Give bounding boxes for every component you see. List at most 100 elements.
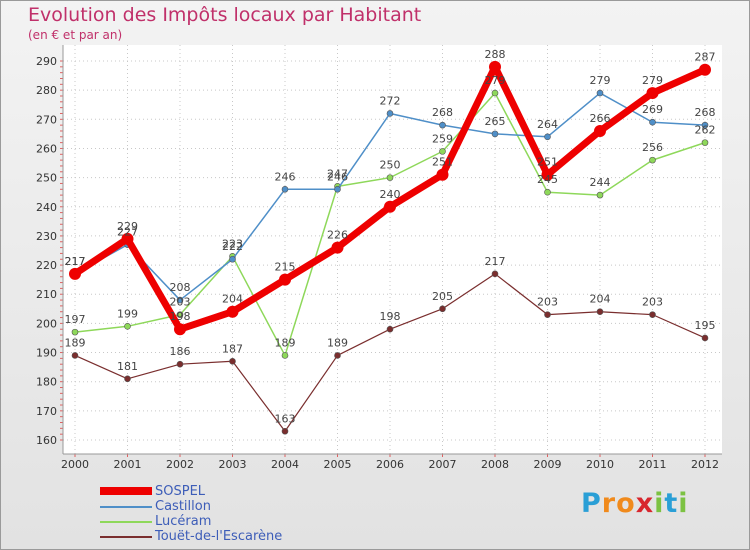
data-point-luceram: [439, 148, 446, 155]
data-label-sospel: 229: [117, 220, 138, 233]
y-tick-label: 160: [36, 434, 57, 447]
data-label-sospel: 288: [485, 48, 506, 61]
legend-label-luceram: Lucéram: [155, 514, 212, 529]
data-label-touet: 186: [170, 345, 191, 358]
logo-letter: i: [678, 488, 689, 519]
data-label-touet: 181: [117, 360, 138, 373]
legend-swatch-luceram: [100, 521, 152, 523]
legend-label-castillon: Castillon: [155, 499, 211, 514]
data-point-touet: [176, 360, 184, 368]
data-point-luceram: [649, 156, 656, 164]
proxiti-logo: Proxiti: [581, 488, 689, 519]
x-tick-label: 2001: [114, 458, 142, 471]
x-tick-label: 2007: [429, 458, 457, 471]
data-label-sospel: 251: [432, 156, 453, 169]
data-label-sospel: 266: [590, 112, 611, 125]
data-point-touet: [491, 270, 499, 278]
data-point-luceram: [701, 139, 709, 146]
y-tick-label: 180: [36, 376, 57, 389]
legend-swatch-sospel: [100, 487, 152, 495]
data-point-luceram: [491, 89, 499, 97]
data-point-sospel: [69, 267, 81, 280]
data-point-castillon: [334, 185, 341, 193]
data-point-touet: [229, 357, 236, 365]
chart-subtitle: (en € et par an): [28, 28, 123, 42]
data-point-luceram: [386, 174, 394, 181]
logo-letter: t: [664, 488, 679, 519]
x-tick-label: 2000: [61, 458, 89, 471]
data-label-touet: 195: [695, 319, 716, 332]
data-label-luceram: 250: [380, 159, 401, 172]
data-point-touet: [596, 308, 604, 316]
legend-swatch-castillon: [100, 506, 152, 508]
x-tick-label: 2004: [271, 458, 299, 471]
data-label-luceram: 197: [65, 313, 86, 326]
data-point-luceram: [544, 188, 551, 196]
data-label-luceram: 247: [327, 167, 348, 180]
x-tick-label: 2008: [481, 458, 509, 471]
logo-letter: o: [616, 488, 636, 519]
data-point-castillon: [386, 110, 394, 117]
logo-letter: P: [581, 488, 602, 519]
x-tick-label: 2009: [534, 458, 562, 471]
chart-title: Evolution des Impôts locaux par Habitant: [28, 4, 422, 26]
data-label-sospel: 279: [642, 74, 663, 87]
data-label-castillon: 208: [170, 281, 191, 294]
data-point-sospel: [541, 168, 554, 181]
data-label-touet: 217: [485, 255, 506, 268]
data-label-luceram: 203: [170, 296, 191, 309]
legend-swatch-touet: [100, 536, 152, 538]
data-point-luceram: [281, 352, 289, 359]
x-tick-label: 2010: [586, 458, 614, 471]
legend-label-sospel: SOSPEL: [155, 484, 206, 499]
data-label-castillon: 268: [432, 106, 453, 119]
data-point-sospel: [279, 273, 291, 286]
x-tick-label: 2005: [324, 458, 352, 471]
data-label-luceram: 245: [537, 173, 558, 186]
data-label-sospel: 204: [222, 293, 243, 306]
data-label-sospel: 251: [537, 156, 558, 169]
data-label-castillon: 269: [642, 103, 663, 116]
logo-letter: i: [654, 488, 665, 519]
data-label-castillon: 265: [485, 115, 506, 128]
x-tick-label: 2011: [639, 458, 667, 471]
data-point-luceram: [124, 322, 131, 330]
data-label-touet: 203: [642, 296, 663, 309]
data-label-touet: 187: [222, 342, 243, 355]
data-label-castillon: 246: [275, 170, 296, 183]
y-tick-label: 290: [36, 55, 57, 68]
data-label-touet: 198: [380, 310, 401, 323]
data-label-luceram: 256: [642, 141, 663, 154]
data-label-castillon: 227: [117, 226, 138, 239]
y-tick-label: 280: [36, 84, 57, 97]
y-tick-label: 240: [36, 201, 57, 214]
data-label-luceram: 223: [222, 237, 243, 250]
data-label-castillon: 246: [327, 170, 348, 183]
data-label-castillon: 217: [65, 255, 86, 268]
data-point-luceram: [176, 311, 184, 318]
data-label-sospel: 217: [65, 255, 86, 268]
data-label-touet: 163: [275, 412, 296, 425]
data-label-luceram: 244: [590, 176, 611, 189]
y-tick-label: 250: [36, 172, 57, 185]
data-point-sospel: [226, 305, 239, 318]
data-point-sospel: [436, 168, 449, 181]
data-point-luceram: [71, 328, 79, 336]
data-label-luceram: 199: [117, 307, 138, 320]
data-label-touet: 205: [432, 290, 453, 303]
data-point-sospel: [121, 232, 134, 245]
data-point-sospel: [594, 124, 606, 137]
data-point-touet: [544, 311, 551, 318]
data-point-castillon: [439, 121, 446, 129]
data-label-castillon: 222: [222, 240, 243, 253]
x-tick-label: 2003: [219, 458, 247, 471]
data-point-sospel: [174, 323, 186, 336]
data-point-sospel: [646, 87, 659, 100]
data-point-sospel: [331, 241, 344, 254]
data-label-luceram: 259: [432, 132, 453, 145]
data-point-touet: [124, 375, 131, 383]
y-tick-label: 220: [36, 259, 57, 272]
logo-letter: r: [601, 488, 617, 519]
data-label-luceram: 189: [275, 336, 296, 349]
